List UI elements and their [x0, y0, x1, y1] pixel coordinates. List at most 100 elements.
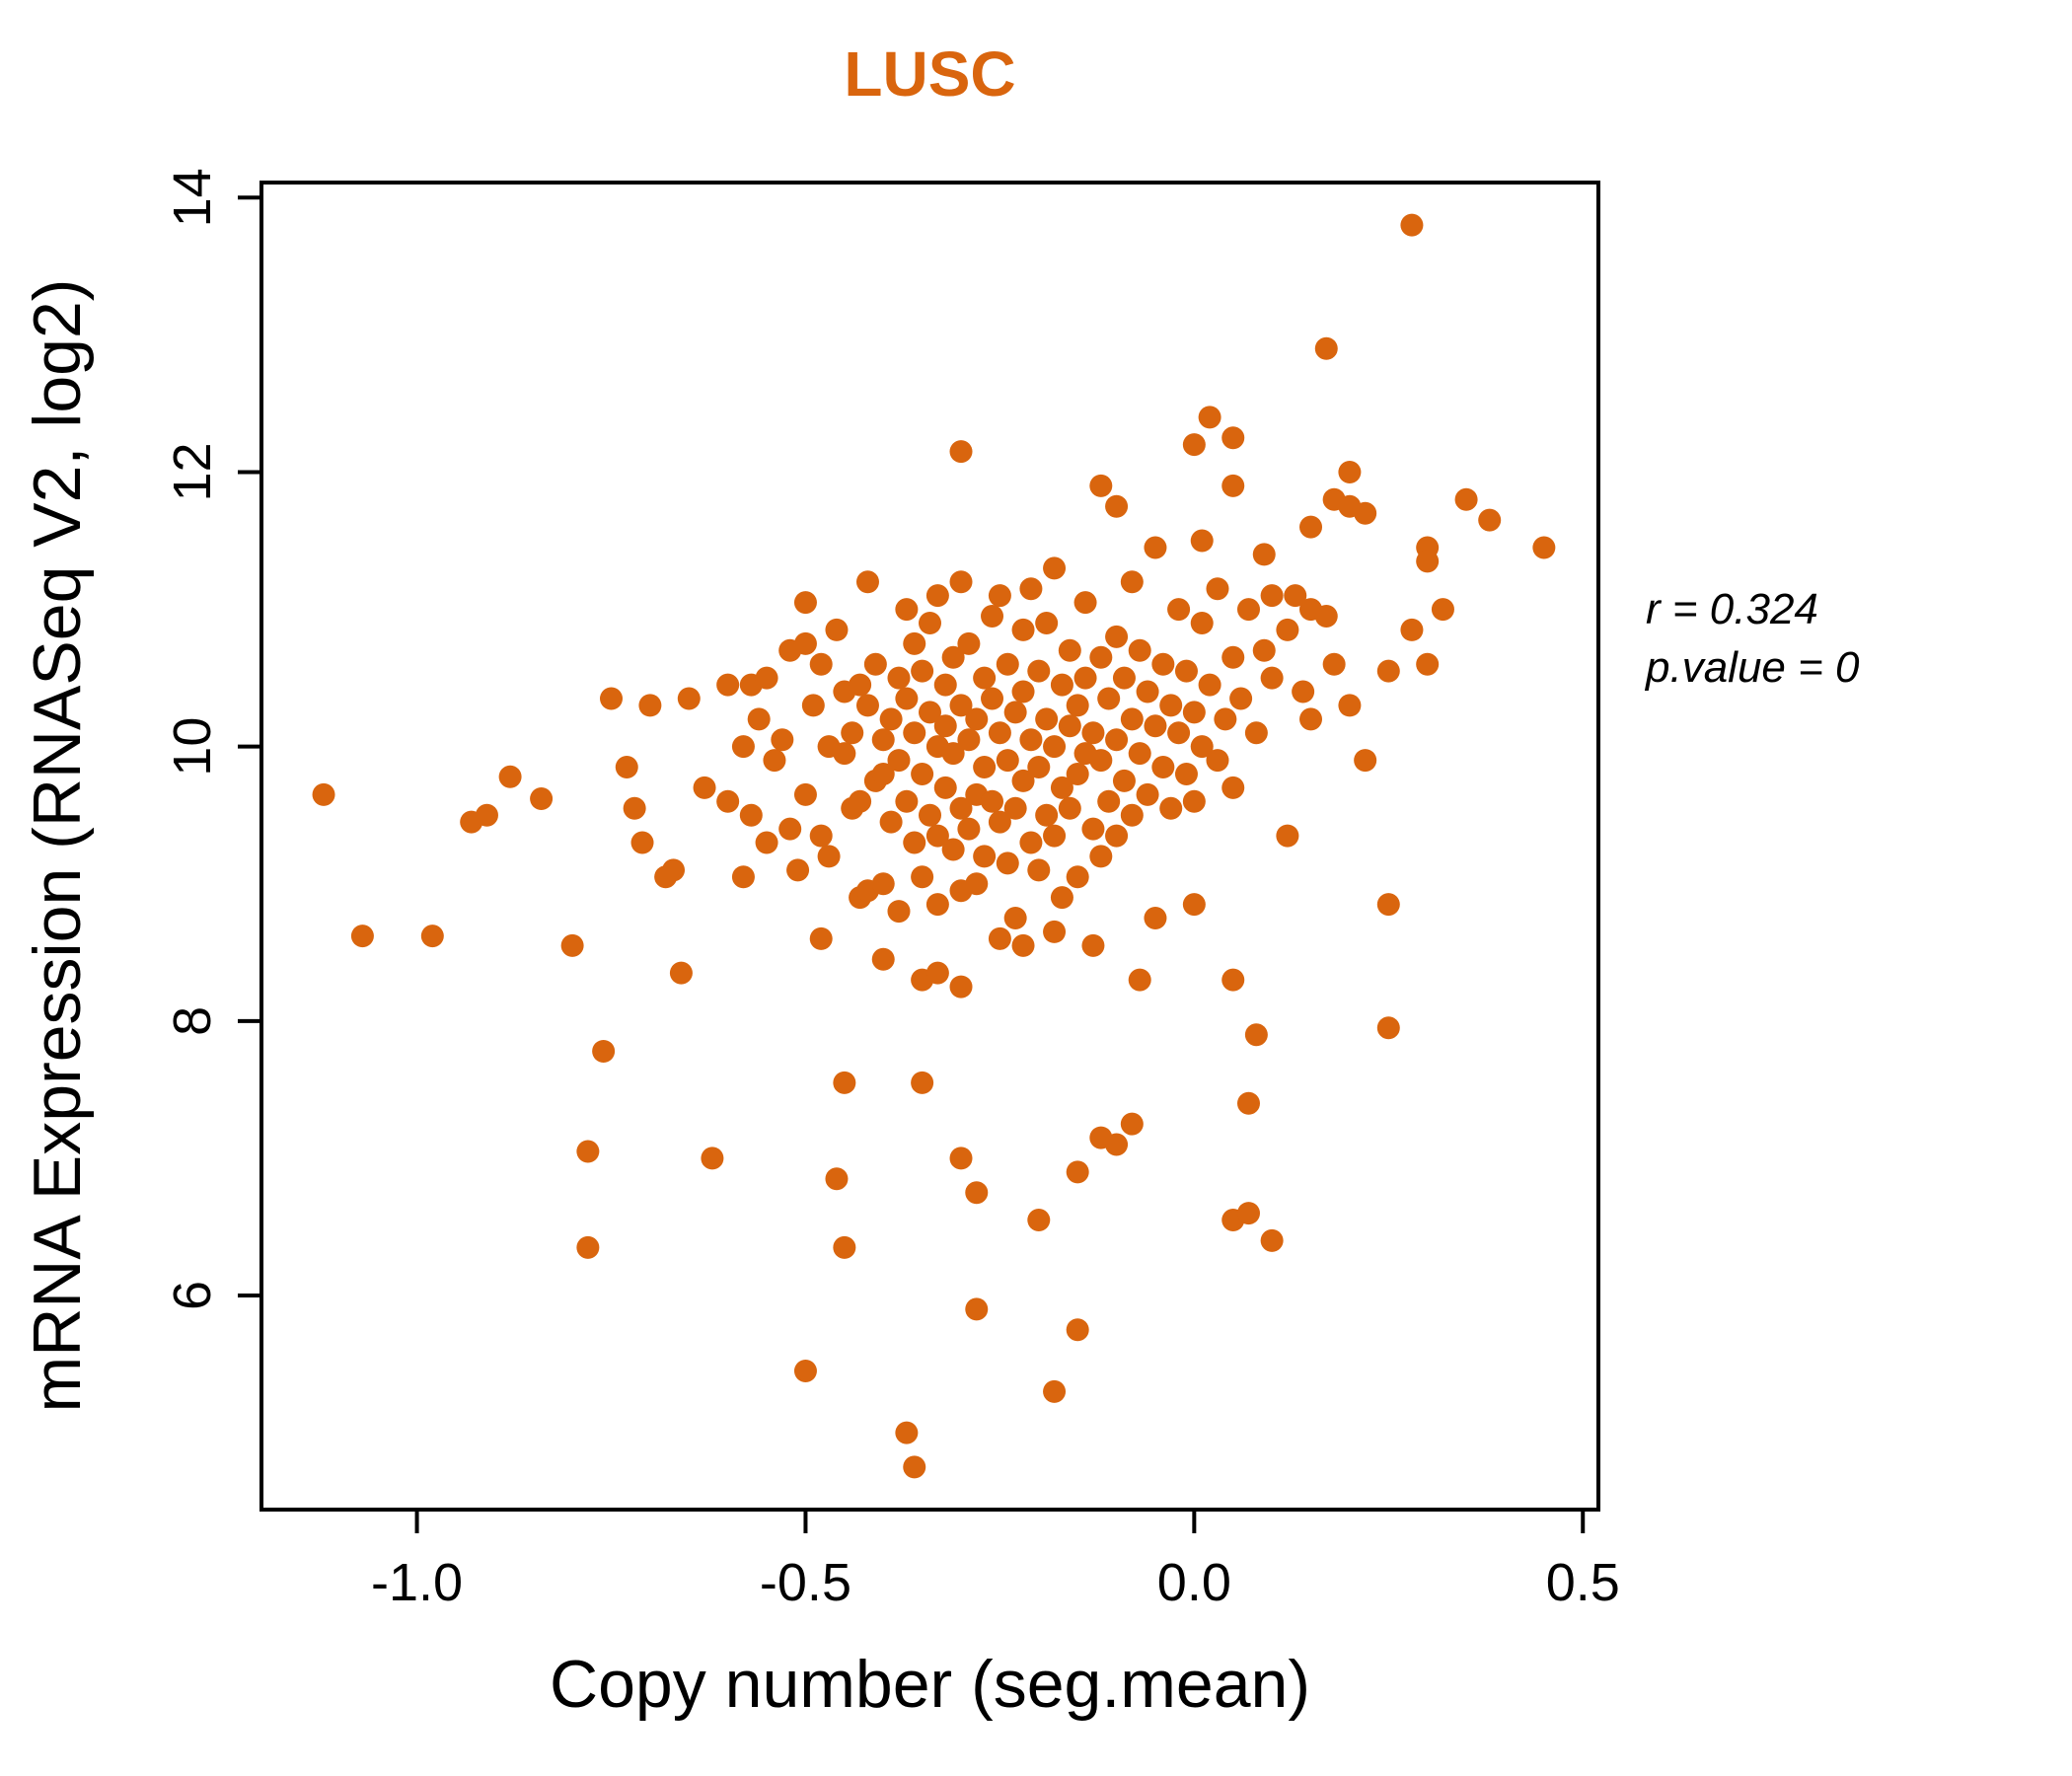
- data-point: [755, 666, 778, 690]
- data-point: [996, 652, 1019, 676]
- data-point: [1206, 749, 1229, 773]
- correlation-annotation: r = 0.324 p.value = 0: [1646, 580, 1860, 698]
- x-tick-label: -1.0: [371, 1553, 463, 1612]
- data-point: [801, 694, 825, 717]
- data-point: [1276, 824, 1299, 848]
- data-point: [498, 765, 522, 788]
- data-point: [871, 947, 895, 971]
- data-point: [1136, 680, 1159, 703]
- data-point: [1019, 577, 1043, 601]
- data-point: [925, 893, 949, 917]
- data-point: [615, 756, 638, 779]
- data-point: [1081, 721, 1105, 745]
- data-point: [1182, 701, 1206, 724]
- data-point: [895, 687, 919, 710]
- data-point: [1276, 618, 1299, 641]
- x-tick-label: 0.5: [1546, 1553, 1620, 1612]
- data-point: [1050, 776, 1073, 799]
- data-point: [1073, 591, 1097, 615]
- data-point: [1190, 735, 1214, 759]
- data-point: [903, 831, 926, 854]
- data-point: [1089, 749, 1113, 773]
- data-point: [809, 652, 833, 676]
- data-point: [1376, 893, 1400, 917]
- data-point: [919, 611, 941, 634]
- data-point: [825, 618, 849, 641]
- data-point: [1112, 769, 1136, 792]
- data-point: [833, 1071, 856, 1094]
- data-point: [957, 728, 981, 752]
- data-point: [1019, 728, 1043, 752]
- data-point: [988, 926, 1011, 950]
- data-point: [887, 749, 911, 773]
- data-point: [855, 694, 879, 717]
- data-point: [560, 933, 584, 957]
- data-point: [903, 721, 926, 745]
- x-axis-title: Copy number (seg.mean): [549, 1647, 1310, 1722]
- data-point: [1338, 460, 1362, 483]
- data-point: [981, 789, 1004, 813]
- data-point: [1252, 543, 1276, 566]
- data-point: [1058, 714, 1081, 738]
- data-point: [933, 714, 957, 738]
- data-point: [1128, 638, 1151, 662]
- data-point: [849, 673, 872, 697]
- data-point: [763, 749, 786, 773]
- data-point: [996, 749, 1019, 773]
- data-point: [1322, 652, 1346, 676]
- data-point: [895, 598, 919, 622]
- data-point: [1035, 803, 1059, 827]
- data-point: [1221, 426, 1245, 450]
- data-point: [771, 728, 794, 752]
- data-point: [1089, 645, 1113, 669]
- data-point: [701, 1147, 724, 1170]
- data-point: [895, 789, 919, 813]
- x-tick-label: -0.5: [760, 1553, 851, 1612]
- data-point: [933, 673, 957, 697]
- data-point: [849, 789, 872, 813]
- data-point: [1112, 666, 1136, 690]
- data-point: [1050, 886, 1073, 910]
- data-point: [1120, 803, 1144, 827]
- data-point: [1058, 638, 1081, 662]
- data-point: [1236, 1202, 1260, 1225]
- data-point: [1128, 742, 1151, 766]
- data-point: [1027, 1209, 1051, 1232]
- data-point: [1260, 666, 1284, 690]
- data-point: [949, 440, 973, 464]
- data-point: [1400, 213, 1424, 237]
- data-point: [1221, 474, 1245, 497]
- data-point: [1081, 817, 1105, 841]
- p-value-text: p.value = 0: [1646, 643, 1860, 693]
- data-point: [755, 831, 778, 854]
- data-point: [871, 728, 895, 752]
- data-point: [965, 707, 989, 731]
- data-point: [1128, 968, 1151, 992]
- data-point: [1066, 1318, 1089, 1342]
- data-point: [350, 925, 374, 948]
- data-point: [716, 789, 740, 813]
- data-point: [1299, 707, 1323, 731]
- data-point: [1073, 666, 1097, 690]
- data-point: [863, 652, 887, 676]
- data-point: [1003, 701, 1027, 724]
- data-point: [949, 975, 973, 999]
- data-point: [1120, 570, 1144, 594]
- data-point: [871, 762, 895, 785]
- data-point: [833, 742, 856, 766]
- data-point: [1244, 721, 1268, 745]
- data-point: [925, 961, 949, 985]
- data-point: [1027, 858, 1051, 882]
- data-point: [1416, 550, 1440, 573]
- data-point: [833, 1235, 856, 1259]
- data-point: [312, 782, 335, 806]
- data-point: [965, 872, 989, 896]
- data-point: [957, 631, 981, 655]
- data-point: [1299, 515, 1323, 539]
- data-point: [1136, 782, 1159, 806]
- data-point: [1190, 611, 1214, 634]
- data-point: [919, 803, 941, 827]
- data-point: [925, 824, 949, 848]
- data-point: [1105, 728, 1129, 752]
